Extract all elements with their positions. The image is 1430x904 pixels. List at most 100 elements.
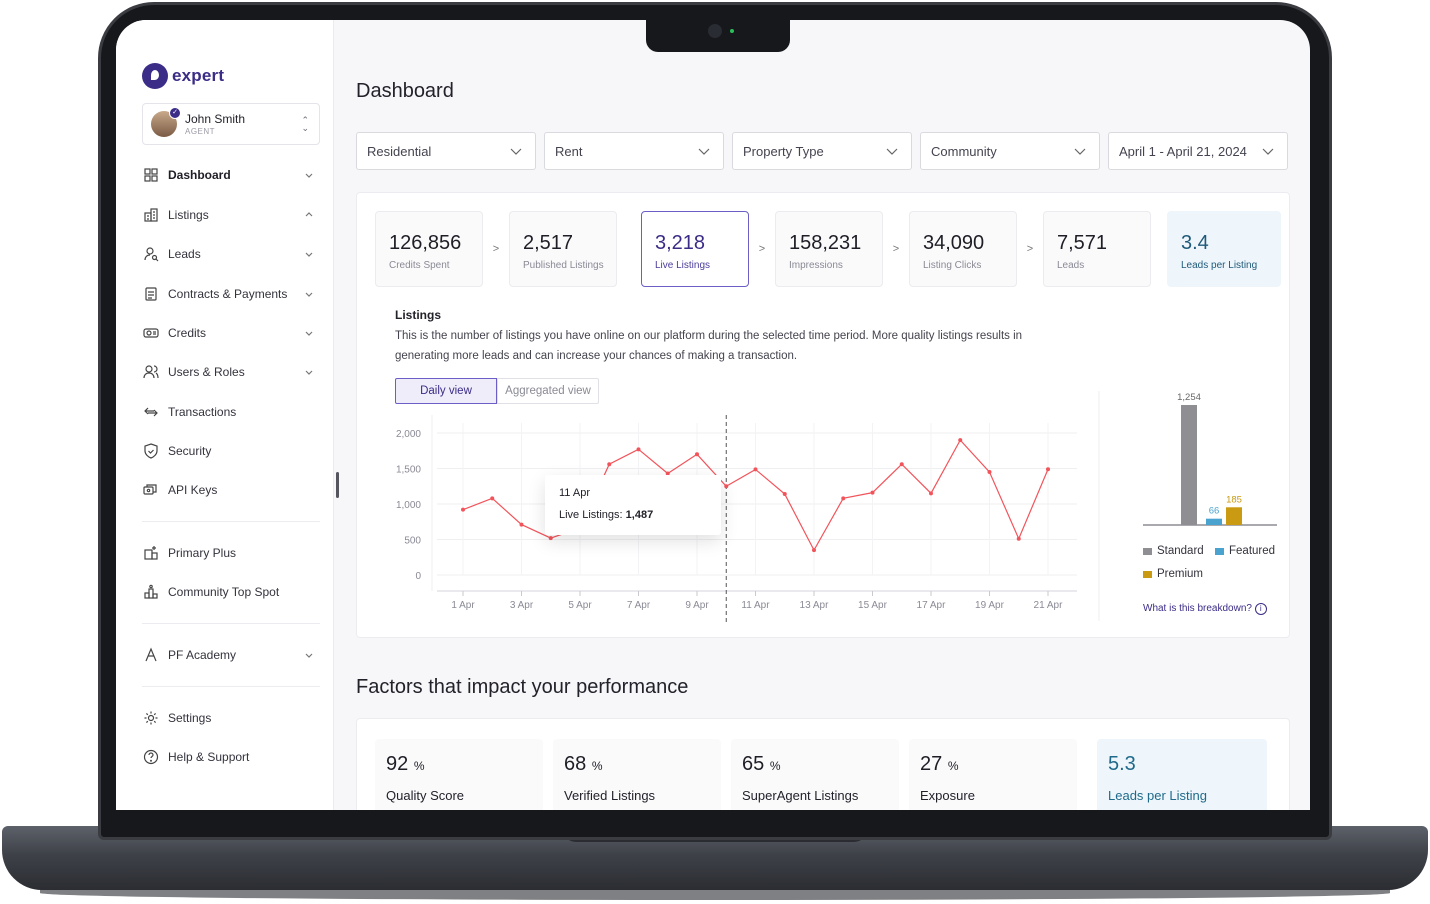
factor-value-row: 65 % [742,753,899,776]
breakdown-help-link[interactable]: What is this breakdown? i [1143,603,1267,615]
brand-name: expert [172,66,225,85]
sidebar-item-contracts[interactable]: Contracts & Payments [142,282,320,306]
nav-divider [142,521,320,522]
metric-label: Impressions [789,260,843,271]
metric-credits-spent[interactable]: 126,856 Credits Spent [375,211,483,287]
chevron-down-icon [304,169,314,183]
sidebar-item-credits[interactable]: Credits [142,321,320,345]
camera-icon [708,24,722,38]
transfer-icon [142,403,160,421]
help-icon [142,748,160,766]
sidebar-item-help-support[interactable]: Help & Support [142,745,320,769]
users-icon [142,363,160,381]
verified-badge-icon: ✓ [169,107,181,119]
factor-verified-listings[interactable]: 68 % Verified Listings [553,739,721,810]
factor-leads-per-listing[interactable]: 5.3 Leads per Listing [1097,739,1267,810]
daily-view-button[interactable]: Daily view [395,378,497,404]
sidebar-item-leads[interactable]: Leads [142,242,320,266]
listings-section-title: Listings [395,308,442,322]
bar-value-label: 185 [1226,494,1242,505]
sidebar-item-transactions[interactable]: Transactions [142,400,320,424]
user-name: John Smith [185,112,246,126]
factor-exposure[interactable]: 27 % Exposure [909,739,1077,810]
factor-unit: % [947,759,959,773]
legend-label: Standard [1157,545,1204,557]
filter-category[interactable]: Residential [356,132,536,170]
filter-value: Residential [367,143,432,159]
x-tick-label: 15 Apr [858,600,888,611]
factor-quality-score[interactable]: 92 % Quality Score [375,739,543,810]
filter-community[interactable]: Community [920,132,1100,170]
x-tick-label: 21 Apr [1034,600,1064,611]
factor-unit: % [769,759,781,773]
sidebar-item-label: Community Top Spot [168,585,280,599]
data-point [958,438,963,443]
data-point [548,536,553,541]
view-toggle: Daily view Aggregated view [395,378,599,404]
factors-title: Factors that impact your performance [356,676,689,698]
factor-label: Verified Listings [564,788,656,803]
filter-value: Property Type [743,143,824,159]
sidebar-item-listings[interactable]: Listings [142,203,320,227]
aggregated-view-button[interactable]: Aggregated view [497,378,599,404]
data-point [841,496,846,501]
chevron-down-icon [304,649,314,663]
metric-listing-clicks[interactable]: 34,090 Listing Clicks [909,211,1017,287]
metric-value: 158,231 [789,232,862,254]
sidebar-item-users-roles[interactable]: Users & Roles [142,360,320,384]
metric-label: Credits Spent [389,260,450,271]
factor-value-row: 92 % [386,753,543,776]
sidebar-item-community-top-spot[interactable]: Community Top Spot [142,580,320,604]
metric-published-listings[interactable]: 2,517 Published Listings [509,211,617,287]
sidebar-item-dashboard[interactable]: Dashboard [142,163,320,187]
metric-impressions[interactable]: 158,231 Impressions [775,211,883,287]
data-point [490,496,495,501]
x-tick-label: 5 Apr [568,600,592,611]
legend-label: Featured [1229,545,1276,557]
metric-leads-per-listing[interactable]: 3.4 Leads per Listing [1167,211,1281,287]
academy-icon [142,646,160,664]
metric-value: 34,090 [923,232,985,254]
sidebar: expert ✓ John Smith AGENT ⌃ ⌄ Dashboard [116,20,334,810]
grid-icon [142,166,160,184]
data-point [753,467,758,472]
filter-property-type[interactable]: Property Type [732,132,912,170]
sidebar-resize-handle[interactable] [336,472,339,498]
y-tick-label: 1,500 [396,465,421,476]
y-tick-label: 1,000 [396,500,421,511]
user-switcher[interactable]: ✓ John Smith AGENT ⌃ ⌄ [142,103,320,145]
brand-logo[interactable]: expert [142,63,224,89]
legend-swatch [1143,570,1152,578]
nav-divider [142,623,320,624]
factor-superagent-listings[interactable]: 65 % SuperAgent Listings [731,739,899,810]
listings-charts: 0 500 1,000 1,500 2,000 1 Apr 3 Apr 5 Apr 7 Apr 9… [396,391,1277,625]
sidebar-item-pf-academy[interactable]: PF Academy [142,643,320,667]
factor-value-row: 68 % [564,753,721,776]
filter-purpose[interactable]: Rent [544,132,724,170]
sidebar-item-primary-plus[interactable]: Primary Plus [142,541,320,565]
filter-bar: Residential Rent Property Type Community… [356,132,1288,170]
chevron-down-icon [886,148,898,155]
building-icon [142,206,160,224]
metric-value: 126,856 [389,232,462,254]
sidebar-item-settings[interactable]: Settings [142,706,320,730]
factor-unit: % [591,759,603,773]
page-title: Dashboard [356,80,454,102]
sidebar-item-security[interactable]: Security [142,439,320,463]
main-content: Dashboard Residential Rent Property Type… [334,20,1310,810]
metric-value: 3,218 [655,232,706,254]
bar-premium [1226,507,1242,525]
sidebar-item-label: Transactions [168,405,237,419]
x-tick-label: 1 Apr [451,600,475,611]
filter-date-range[interactable]: April 1 - April 21, 2024 [1108,132,1288,170]
metric-leads[interactable]: 7,571 Leads [1043,211,1151,287]
sidebar-item-api-keys[interactable]: API Keys [142,478,320,502]
chevron-up-icon [304,209,314,223]
metric-label: Published Listings [523,260,604,271]
data-point [929,491,933,496]
metric-live-listings[interactable]: 3,218 Live Listings [641,211,749,287]
y-tick-label: 500 [404,536,421,547]
legend-swatch [1143,547,1152,555]
factor-value-row: 5.3 [1108,753,1267,776]
